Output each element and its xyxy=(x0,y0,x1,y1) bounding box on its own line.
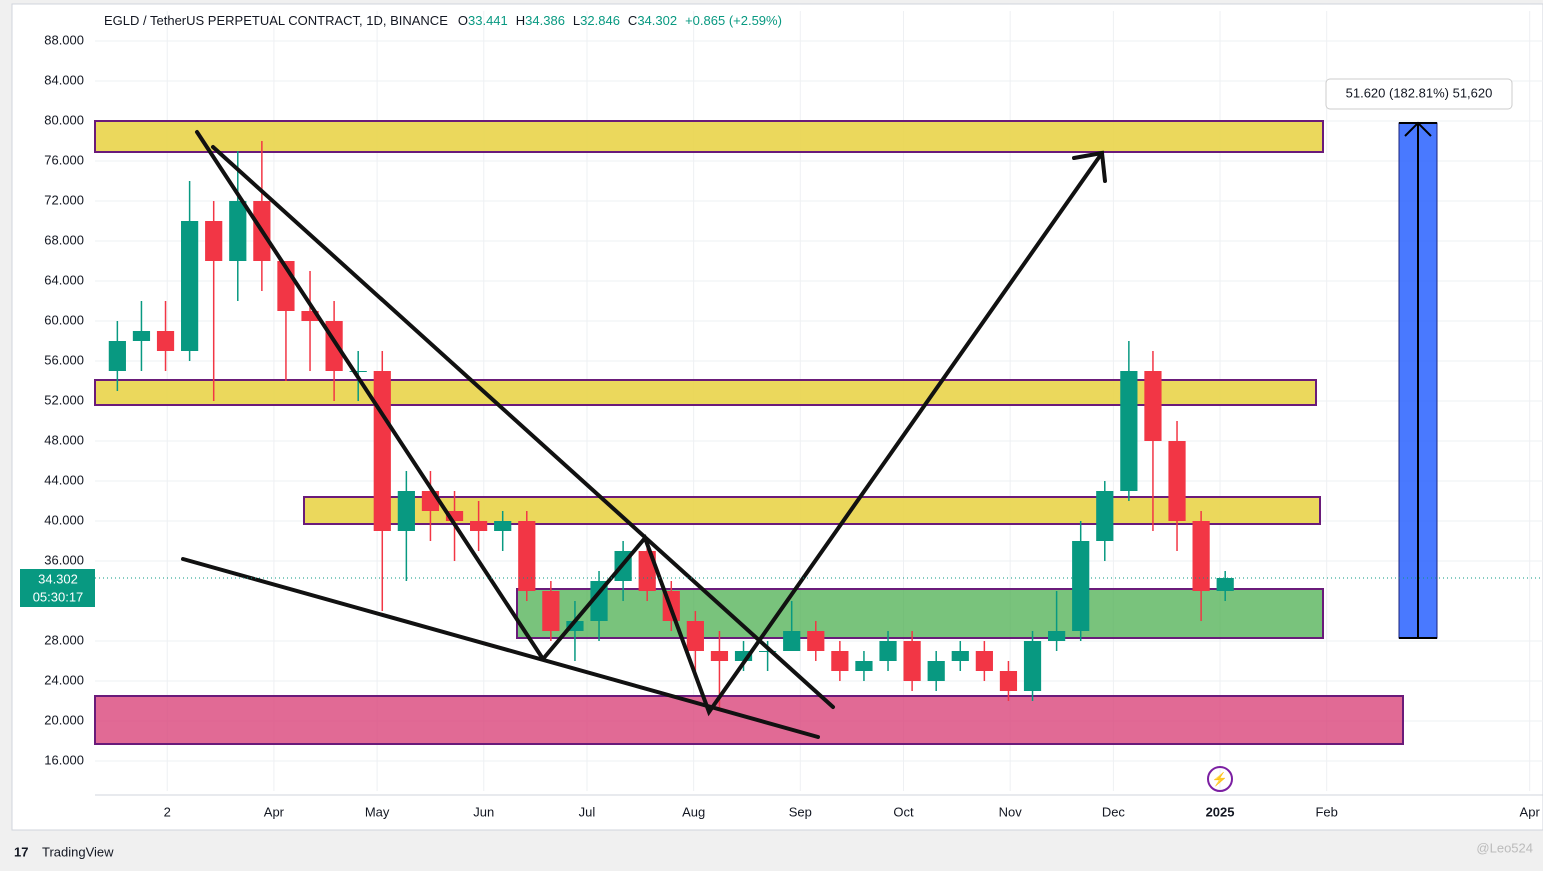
candle-body xyxy=(759,651,777,652)
candle-body xyxy=(710,651,729,661)
candle-body xyxy=(951,651,969,661)
measure-arrow xyxy=(1399,121,1437,639)
candle-body xyxy=(397,491,415,531)
y-tick-label: 52.000 xyxy=(44,392,84,407)
candle-body xyxy=(518,521,536,591)
candle-body xyxy=(566,621,584,631)
price-tag: 34.302 05:30:17 xyxy=(20,569,95,607)
x-tick-label: May xyxy=(365,804,390,819)
candle-body xyxy=(181,221,199,351)
candle-body xyxy=(1023,641,1042,691)
candle-body xyxy=(975,651,993,671)
arrow-head xyxy=(1072,150,1107,183)
candles xyxy=(108,141,1234,711)
candle-body xyxy=(1192,521,1210,591)
x-tick-label: 2025 xyxy=(1206,804,1235,819)
support-zone xyxy=(516,588,1324,639)
y-tick-label: 80.000 xyxy=(44,112,84,127)
x-tick-label: Jul xyxy=(579,804,596,819)
candle-body xyxy=(1120,371,1138,491)
candle-body xyxy=(1144,371,1162,441)
brand-logo: 17 xyxy=(14,844,28,859)
candle-body xyxy=(373,371,391,531)
candle-body xyxy=(831,651,849,671)
candle-body xyxy=(903,641,921,681)
candle-body xyxy=(999,671,1018,691)
brand: TradingView xyxy=(42,844,114,859)
event-icon[interactable] xyxy=(1207,766,1233,792)
price-tag-box xyxy=(20,569,95,607)
candle-body xyxy=(1072,541,1090,631)
header: EGLD / TetherUS PERPETUAL CONTRACT, 1D, … xyxy=(104,13,782,28)
candle-body xyxy=(1048,631,1066,641)
resistance-zone xyxy=(94,120,1324,153)
candle-body xyxy=(349,371,367,372)
projection-arrow xyxy=(541,151,1104,717)
y-tick-label: 84.000 xyxy=(44,72,84,87)
countdown: 05:30:17 xyxy=(33,589,84,604)
candle-body xyxy=(1216,577,1234,591)
resistance-zone xyxy=(303,496,1321,525)
last-price-label: 34.302 xyxy=(38,571,78,586)
x-tick-label: 2 xyxy=(164,804,171,819)
candle-body xyxy=(1168,441,1186,521)
x-tick-label: Nov xyxy=(999,804,1023,819)
y-tick-label: 24.000 xyxy=(44,672,84,687)
candle-body xyxy=(470,521,488,531)
y-tick-label: 44.000 xyxy=(44,472,84,487)
demand-zone xyxy=(94,695,1404,745)
x-tick-label: Aug xyxy=(682,804,705,819)
candle-body xyxy=(879,641,897,661)
measure-label: 51.620 (182.81%) 51,620 xyxy=(1346,85,1493,100)
watermark: @Leo524 xyxy=(1476,840,1533,855)
x-tick-label: Sep xyxy=(789,804,812,819)
x-tick-label: Apr xyxy=(264,804,285,819)
y-tick-label: 60.000 xyxy=(44,312,84,327)
candle-body xyxy=(734,651,753,661)
candle-body xyxy=(108,341,126,371)
candle-body xyxy=(855,661,873,671)
candle-body xyxy=(807,631,825,651)
y-tick-label: 68.000 xyxy=(44,232,84,247)
y-tick-label: 16.000 xyxy=(44,752,84,767)
y-tick-label: 20.000 xyxy=(44,712,84,727)
drawings xyxy=(181,130,1107,739)
x-tick-label: Apr xyxy=(1520,804,1541,819)
candle-body xyxy=(494,521,512,531)
y-tick-label: 88.000 xyxy=(44,32,84,47)
candle-body xyxy=(229,201,247,261)
trend-line xyxy=(211,145,835,709)
trend-line xyxy=(195,130,545,661)
candle-body xyxy=(590,581,608,621)
x-tick-label: Feb xyxy=(1315,804,1337,819)
y-tick-label: 48.000 xyxy=(44,432,84,447)
event-icon-glyph: ⚡ xyxy=(1212,771,1228,787)
x-tick-label: Dec xyxy=(1102,804,1126,819)
candle-body xyxy=(301,311,319,321)
candle-body xyxy=(205,221,223,261)
candle-body xyxy=(927,661,945,681)
y-tick-label: 72.000 xyxy=(44,192,84,207)
candle-body xyxy=(156,331,175,351)
candle-body xyxy=(542,591,560,631)
y-tick-label: 56.000 xyxy=(44,352,84,367)
resistance-zone xyxy=(94,379,1317,406)
y-tick-label: 76.000 xyxy=(44,152,84,167)
candle-body xyxy=(783,631,801,651)
y-tick-label: 64.000 xyxy=(44,272,84,287)
candle-body xyxy=(132,331,151,341)
x-tick-label: Oct xyxy=(893,804,914,819)
measure-label-box xyxy=(1325,78,1513,110)
y-tick-label: 40.000 xyxy=(44,512,84,527)
x-tick-label: Jun xyxy=(473,804,494,819)
candle-body xyxy=(1096,491,1114,541)
candle-body xyxy=(445,511,464,521)
y-tick-label: 28.000 xyxy=(44,632,84,647)
candle-body xyxy=(686,621,704,651)
y-tick-label: 36.000 xyxy=(44,552,84,567)
